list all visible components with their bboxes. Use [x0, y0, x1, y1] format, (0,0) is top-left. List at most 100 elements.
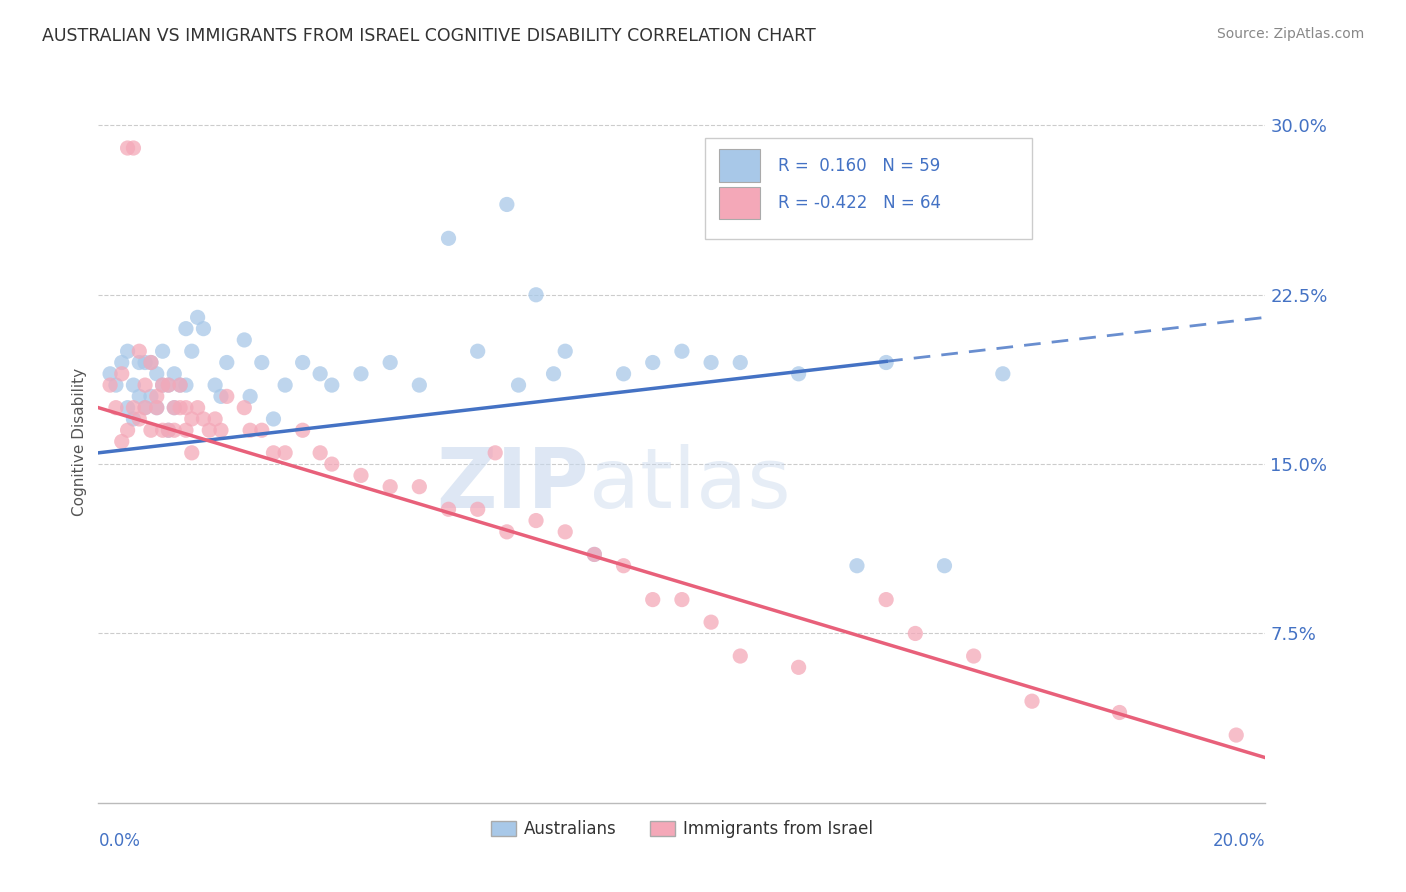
- Point: [187, 310, 209, 325]
- Point: [117, 344, 139, 359]
- Point: [846, 558, 869, 573]
- Legend: Australians, Immigrants from Israel: Australians, Immigrants from Israel: [484, 814, 880, 845]
- Point: [250, 423, 273, 437]
- Point: [111, 367, 134, 381]
- Point: [496, 197, 519, 211]
- Point: [157, 423, 180, 437]
- Point: [904, 626, 927, 640]
- Point: [134, 378, 156, 392]
- Point: [163, 423, 186, 437]
- Point: [233, 401, 256, 415]
- Point: [163, 401, 186, 415]
- Point: [408, 480, 430, 494]
- Point: [321, 378, 343, 392]
- Point: [239, 389, 262, 403]
- Point: [641, 592, 664, 607]
- Point: [524, 514, 547, 528]
- Point: [291, 355, 314, 369]
- Point: [111, 355, 134, 369]
- Point: [239, 423, 262, 437]
- Point: [198, 423, 221, 437]
- Point: [787, 660, 810, 674]
- Point: [671, 344, 693, 359]
- Point: [875, 592, 897, 607]
- Point: [787, 367, 810, 381]
- Point: [215, 389, 238, 403]
- Point: [169, 401, 191, 415]
- Point: [1225, 728, 1247, 742]
- Point: [583, 548, 606, 562]
- Point: [117, 141, 139, 155]
- Point: [554, 524, 576, 539]
- Point: [700, 355, 723, 369]
- Point: [467, 344, 489, 359]
- Point: [187, 401, 209, 415]
- Point: [146, 401, 169, 415]
- Point: [350, 367, 373, 381]
- Point: [215, 355, 238, 369]
- Point: [671, 592, 693, 607]
- Point: [104, 378, 127, 392]
- Point: [1021, 694, 1043, 708]
- Point: [380, 355, 402, 369]
- Point: [134, 355, 156, 369]
- Point: [139, 355, 162, 369]
- Text: R = -0.422   N = 64: R = -0.422 N = 64: [778, 194, 941, 212]
- Point: [700, 615, 723, 630]
- Point: [209, 389, 232, 403]
- Point: [128, 412, 150, 426]
- Point: [98, 378, 121, 392]
- Point: [291, 423, 314, 437]
- Point: [146, 401, 169, 415]
- Point: [157, 423, 180, 437]
- Point: [180, 412, 202, 426]
- Point: [122, 378, 145, 392]
- Point: [128, 344, 150, 359]
- Point: [508, 378, 530, 392]
- Point: [117, 401, 139, 415]
- Point: [174, 401, 197, 415]
- Point: [111, 434, 134, 449]
- Point: [146, 367, 169, 381]
- Text: 20.0%: 20.0%: [1213, 831, 1265, 850]
- Point: [193, 412, 215, 426]
- Point: [1108, 706, 1130, 720]
- Point: [128, 355, 150, 369]
- Point: [250, 355, 273, 369]
- Point: [180, 344, 202, 359]
- Point: [139, 423, 162, 437]
- FancyBboxPatch shape: [720, 149, 761, 182]
- FancyBboxPatch shape: [706, 138, 1032, 239]
- Point: [262, 446, 284, 460]
- Point: [875, 355, 897, 369]
- Y-axis label: Cognitive Disability: Cognitive Disability: [72, 368, 87, 516]
- Point: [730, 355, 752, 369]
- Point: [128, 389, 150, 403]
- Point: [117, 423, 139, 437]
- Point: [152, 344, 174, 359]
- Text: AUSTRALIAN VS IMMIGRANTS FROM ISRAEL COGNITIVE DISABILITY CORRELATION CHART: AUSTRALIAN VS IMMIGRANTS FROM ISRAEL COG…: [42, 27, 815, 45]
- Point: [163, 401, 186, 415]
- Point: [991, 367, 1014, 381]
- Point: [157, 378, 180, 392]
- FancyBboxPatch shape: [720, 186, 761, 219]
- Point: [204, 412, 226, 426]
- Text: atlas: atlas: [589, 444, 790, 525]
- Point: [139, 389, 162, 403]
- Text: 0.0%: 0.0%: [98, 831, 141, 850]
- Point: [122, 412, 145, 426]
- Point: [554, 344, 576, 359]
- Point: [262, 412, 284, 426]
- Point: [204, 378, 226, 392]
- Point: [157, 378, 180, 392]
- Point: [169, 378, 191, 392]
- Point: [134, 401, 156, 415]
- Point: [274, 446, 297, 460]
- Point: [122, 401, 145, 415]
- Point: [134, 401, 156, 415]
- Point: [309, 367, 332, 381]
- Point: [174, 321, 197, 335]
- Point: [152, 378, 174, 392]
- Point: [152, 378, 174, 392]
- Point: [641, 355, 664, 369]
